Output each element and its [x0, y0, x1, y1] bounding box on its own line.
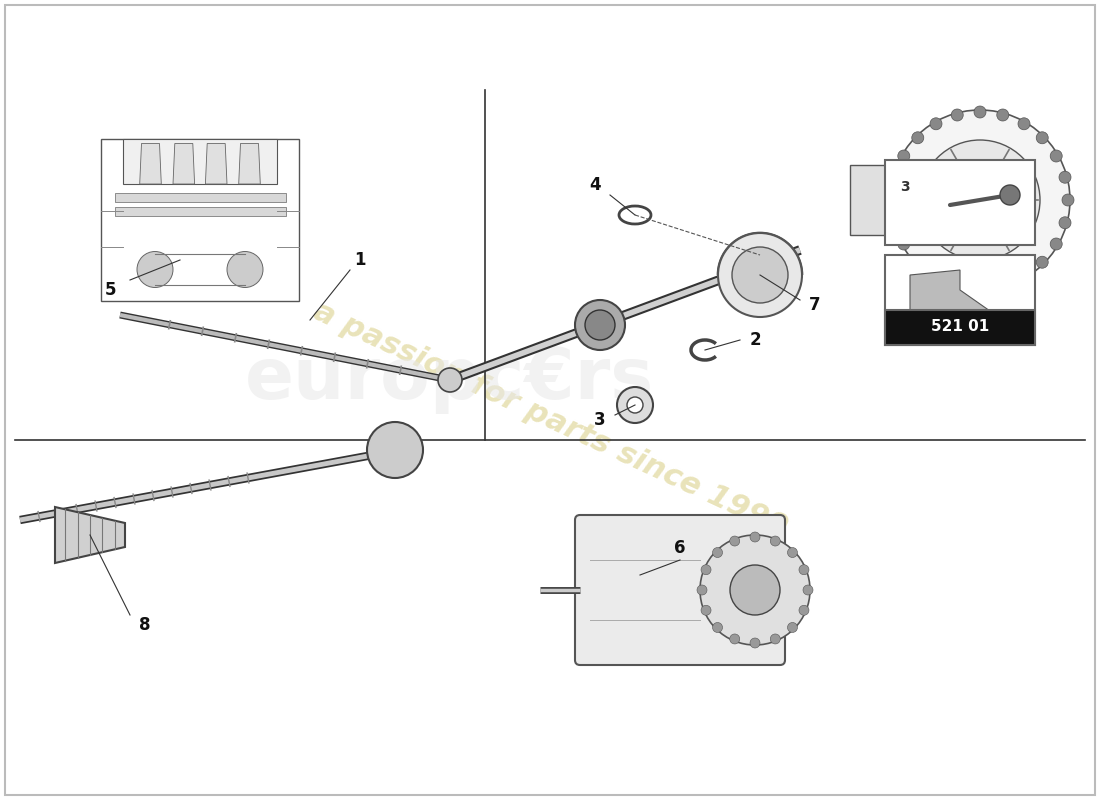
Circle shape — [803, 585, 813, 595]
Circle shape — [974, 282, 986, 294]
Text: a passion for parts since 1999: a passion for parts since 1999 — [308, 297, 792, 543]
Circle shape — [912, 132, 924, 144]
Circle shape — [1000, 185, 1020, 205]
Polygon shape — [239, 143, 261, 184]
Polygon shape — [910, 270, 1010, 325]
Circle shape — [799, 606, 808, 615]
Circle shape — [729, 536, 739, 546]
Circle shape — [1018, 118, 1030, 130]
FancyBboxPatch shape — [575, 515, 785, 665]
Circle shape — [701, 565, 711, 574]
Circle shape — [997, 279, 1009, 291]
Circle shape — [898, 238, 910, 250]
Circle shape — [138, 251, 173, 287]
Circle shape — [898, 150, 910, 162]
Circle shape — [912, 256, 924, 268]
Circle shape — [799, 565, 808, 574]
FancyBboxPatch shape — [886, 255, 1035, 345]
Text: 3: 3 — [900, 180, 910, 194]
FancyBboxPatch shape — [886, 160, 1035, 245]
Circle shape — [1018, 270, 1030, 282]
Circle shape — [952, 279, 964, 291]
Circle shape — [1062, 194, 1074, 206]
Bar — [850, 165, 890, 235]
Circle shape — [701, 606, 711, 615]
Circle shape — [770, 536, 780, 546]
Text: 8: 8 — [140, 616, 151, 634]
Circle shape — [227, 251, 263, 287]
Bar — [886, 310, 1035, 345]
Circle shape — [952, 109, 964, 121]
Polygon shape — [206, 143, 227, 184]
Polygon shape — [55, 507, 125, 563]
Circle shape — [889, 171, 901, 183]
Circle shape — [713, 622, 723, 633]
Polygon shape — [140, 143, 162, 184]
Circle shape — [750, 532, 760, 542]
Circle shape — [617, 387, 653, 423]
Circle shape — [788, 547, 798, 558]
Circle shape — [1036, 256, 1048, 268]
Circle shape — [930, 118, 942, 130]
Circle shape — [729, 634, 739, 644]
Circle shape — [1050, 238, 1063, 250]
Bar — [114, 193, 286, 202]
Circle shape — [575, 300, 625, 350]
Text: 2: 2 — [749, 331, 761, 349]
Circle shape — [1036, 132, 1048, 144]
Circle shape — [955, 175, 1005, 225]
Circle shape — [997, 109, 1009, 121]
Circle shape — [920, 140, 1040, 260]
Circle shape — [1059, 171, 1071, 183]
Circle shape — [730, 565, 780, 615]
Bar — [114, 206, 286, 215]
Circle shape — [697, 585, 707, 595]
Text: 6: 6 — [674, 539, 685, 557]
Text: 1: 1 — [354, 251, 365, 269]
Circle shape — [585, 310, 615, 340]
Circle shape — [788, 622, 798, 633]
Circle shape — [732, 247, 788, 303]
Circle shape — [930, 270, 942, 282]
Circle shape — [713, 547, 723, 558]
Circle shape — [889, 217, 901, 229]
Text: 4: 4 — [590, 176, 601, 194]
Circle shape — [1050, 150, 1063, 162]
Text: europc€rs: europc€rs — [245, 346, 654, 414]
Circle shape — [974, 106, 986, 118]
Circle shape — [750, 638, 760, 648]
Circle shape — [438, 368, 462, 392]
Polygon shape — [123, 139, 276, 184]
Circle shape — [1059, 217, 1071, 229]
Circle shape — [367, 422, 424, 478]
Text: 5: 5 — [104, 281, 116, 299]
Circle shape — [886, 194, 898, 206]
Text: 521 01: 521 01 — [931, 319, 989, 334]
Text: 3: 3 — [594, 411, 606, 429]
Circle shape — [718, 233, 802, 317]
Circle shape — [770, 634, 780, 644]
Circle shape — [890, 110, 1070, 290]
Circle shape — [627, 397, 644, 413]
Text: 7: 7 — [810, 296, 821, 314]
Circle shape — [700, 535, 810, 645]
Polygon shape — [173, 143, 195, 184]
